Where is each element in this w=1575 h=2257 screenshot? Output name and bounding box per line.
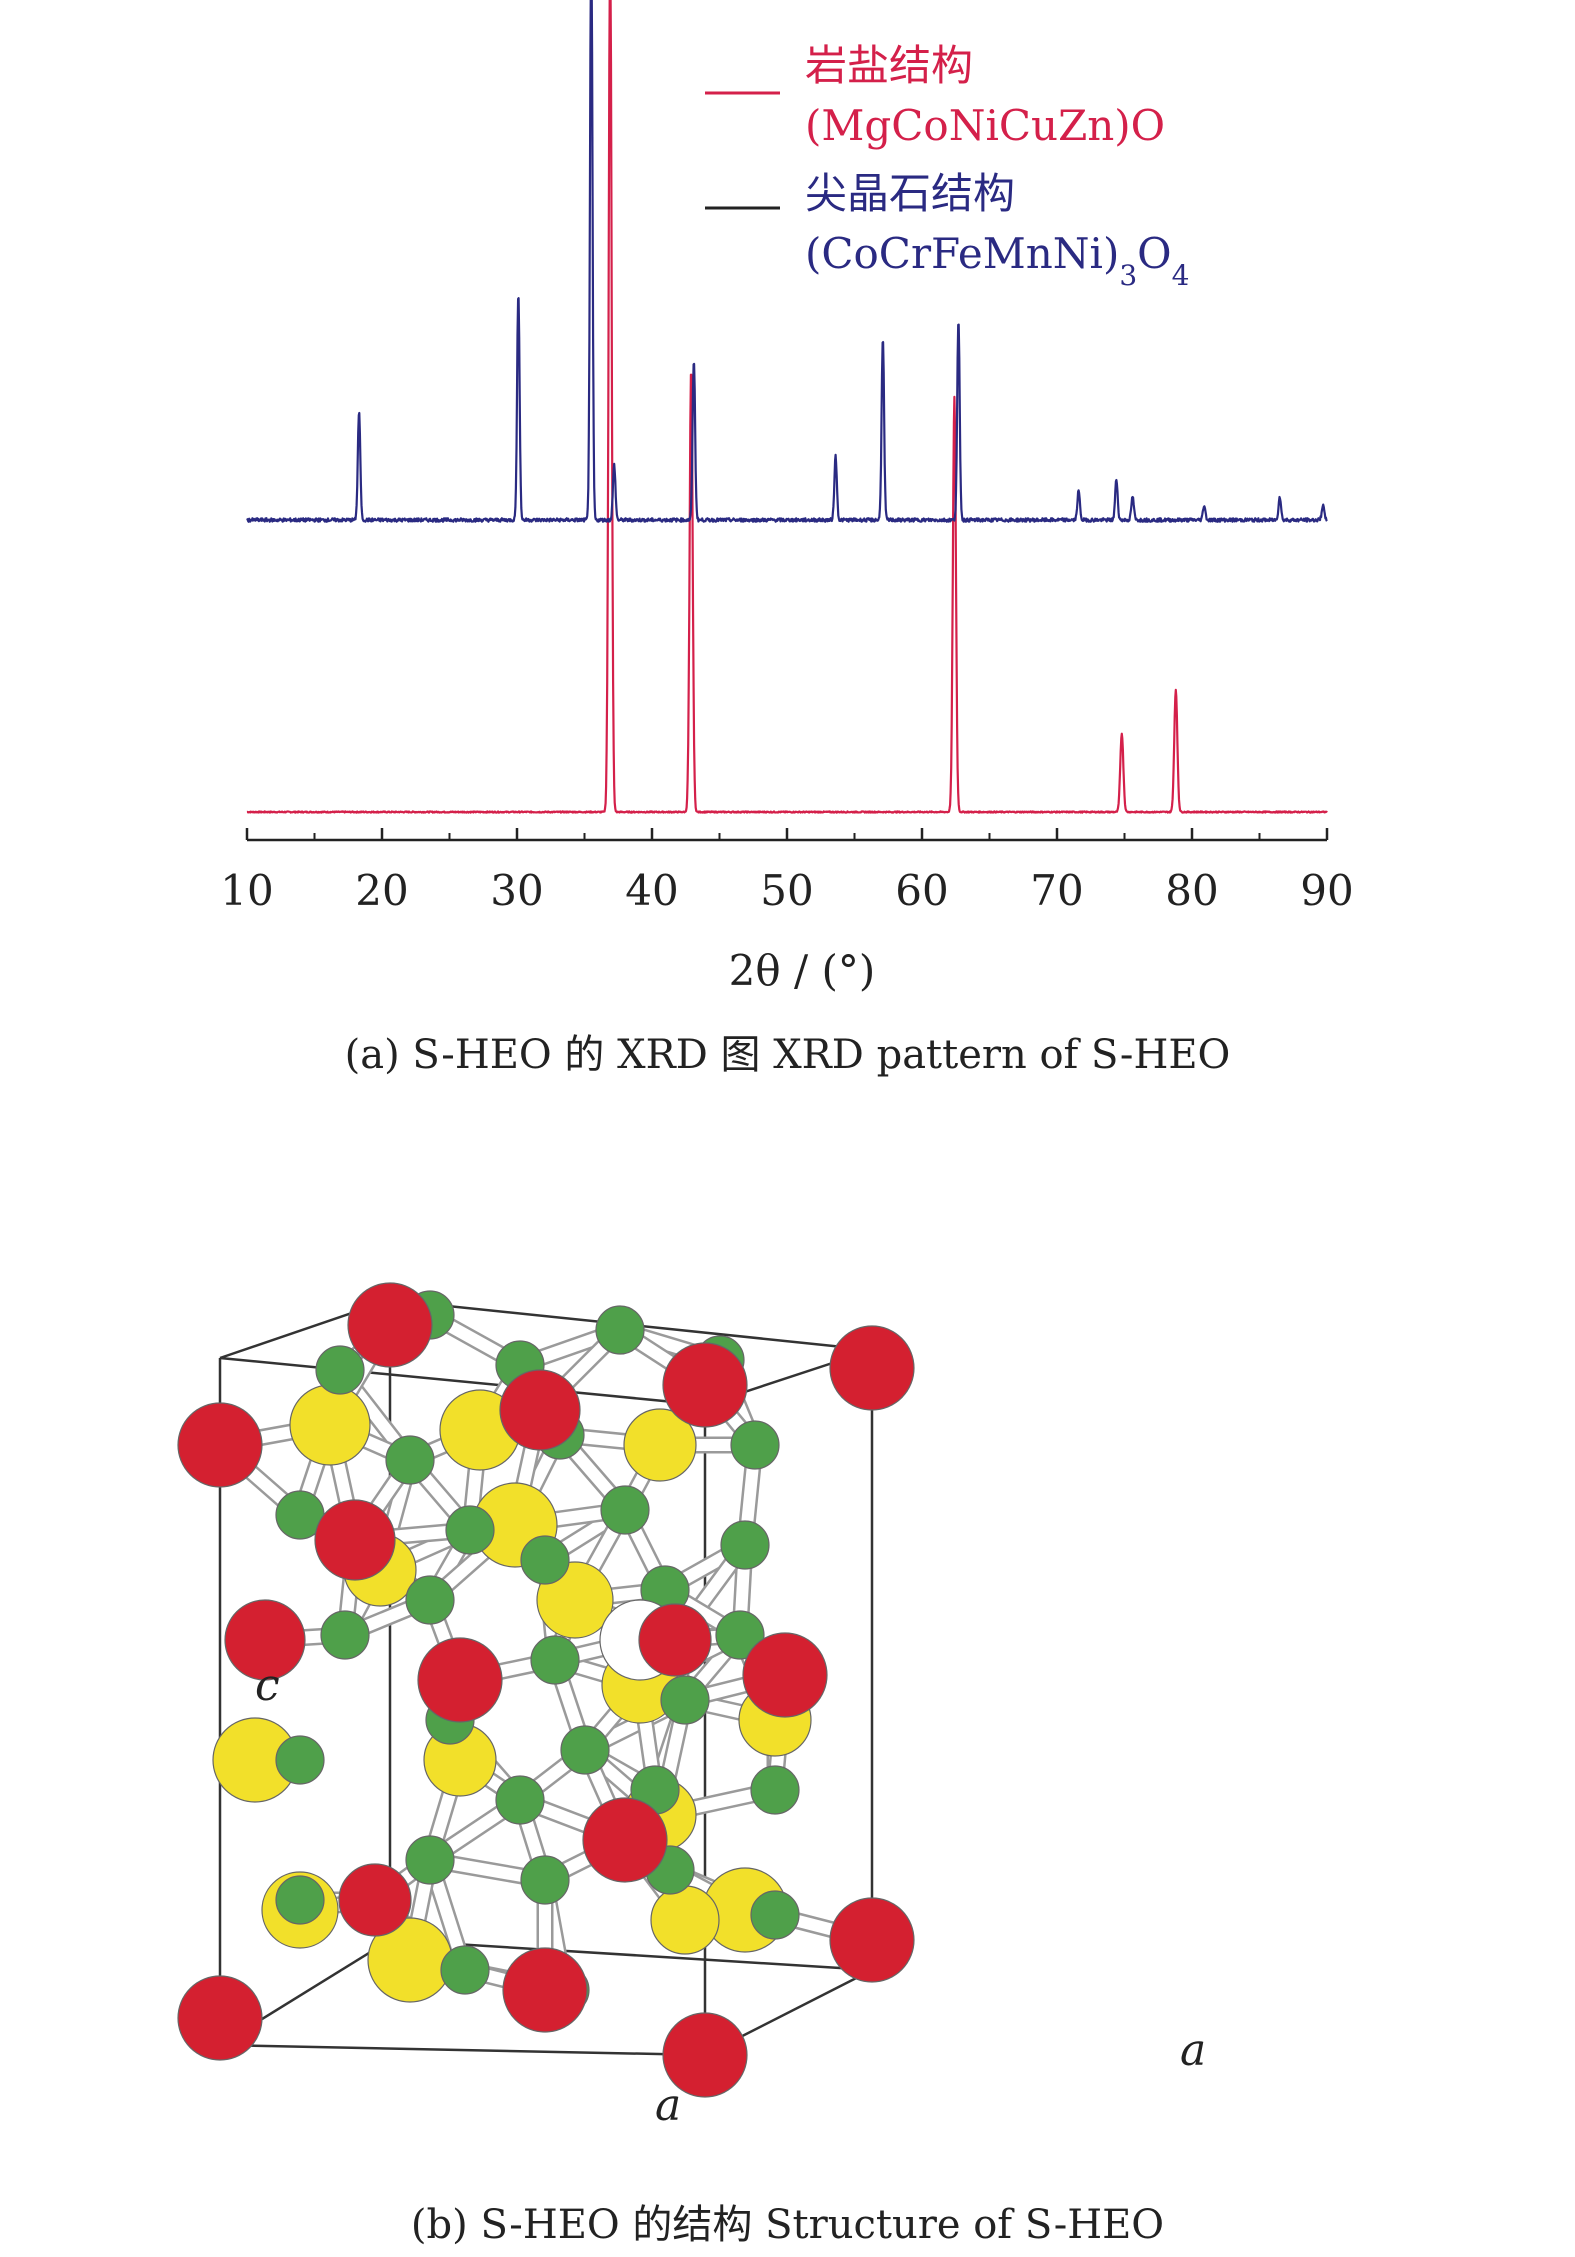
x-axis-label: 2θ / (°) [729, 946, 876, 995]
x-tick-label: 80 [1165, 866, 1218, 915]
atom-oxygen [742, 1632, 828, 1718]
cell-edge [219, 1356, 706, 1407]
atom-octa [275, 1875, 325, 1925]
atom-octa [595, 1305, 645, 1355]
legend-label-spinel: 尖晶石结构 [805, 169, 1015, 218]
lattice-label-a-side: a [1180, 2025, 1206, 2076]
x-tick-label: 90 [1300, 866, 1353, 915]
atom-oxygen [582, 1797, 668, 1883]
series-line-1 [246, 0, 1328, 523]
atom-octa [445, 1505, 495, 1555]
atom-octa [315, 1345, 365, 1395]
legend-formula-spinel: (CoCrFeMnNi)3O4 [805, 229, 1189, 292]
atom-octa [440, 1945, 490, 1995]
legend-formula-rocksalt: (MgCoNiCuZn)O [805, 101, 1165, 150]
atom-oxygen [417, 1637, 503, 1723]
atom-oxygen [829, 1325, 915, 1411]
atom-oxygen [502, 1947, 588, 2033]
atom-tetra [650, 1885, 720, 1955]
x-tick-label: 10 [220, 866, 273, 915]
atom-octa [560, 1725, 610, 1775]
x-axis: 10 20 30 40 50 60 70 80 90 [220, 828, 1354, 915]
atom-oxygen [314, 1499, 396, 1581]
atom-oxygen [638, 1603, 712, 1677]
atom-octa [720, 1520, 770, 1570]
atom-octa [660, 1675, 710, 1725]
atom-oxygen [499, 1369, 581, 1451]
atom-octa [320, 1610, 370, 1660]
legend: 岩盐结构 (MgCoNiCuZn)O 尖晶石结构 (CoCrFeMnNi)3O4 [705, 41, 1189, 292]
x-tick-label: 30 [490, 866, 543, 915]
atom-octa [750, 1890, 800, 1940]
caption-a: (a) S-HEO 的 XRD 图 XRD pattern of S-HEO [344, 1032, 1231, 1078]
atom-tetra [289, 1384, 371, 1466]
atom-oxygen [338, 1863, 412, 1937]
atom-octa [750, 1765, 800, 1815]
cell-edge [389, 1938, 873, 1972]
x-tick-label: 50 [760, 866, 813, 915]
atom-octa [730, 1420, 780, 1470]
cell-edge [219, 2043, 706, 2057]
x-tick-label: 40 [625, 866, 678, 915]
atoms [177, 1282, 915, 2098]
atom-octa [385, 1435, 435, 1485]
x-tick-label: 60 [895, 866, 948, 915]
atom-oxygen [177, 1975, 263, 2061]
atom-octa [405, 1835, 455, 1885]
legend-label-rocksalt: 岩盐结构 [805, 41, 973, 90]
caption-b: (b) S-HEO 的结构 Structure of S-HEO [410, 2202, 1165, 2248]
atom-octa [600, 1485, 650, 1535]
atom-oxygen [347, 1282, 433, 1368]
atom-oxygen [662, 1342, 748, 1428]
atom-octa [405, 1575, 455, 1625]
atom-oxygen [829, 1897, 915, 1983]
lattice-label-a-front: a [655, 2080, 681, 2131]
atom-octa [520, 1535, 570, 1585]
atom-octa [275, 1735, 325, 1785]
plot-area [246, 0, 1328, 814]
xrd-chart: 10 20 30 40 50 60 70 80 90 岩盐结构 (MgCoNiCuZn)O 尖晶… [220, 0, 1354, 995]
crystal-structure: c a a [177, 1282, 1206, 2131]
lattice-label-c: c [255, 1660, 280, 1711]
series-line-0 [246, 0, 1328, 814]
atom-oxygen [662, 2012, 748, 2098]
atom-oxygen [177, 1402, 263, 1488]
x-tick-label: 20 [355, 866, 408, 915]
atom-tetra [623, 1408, 697, 1482]
x-tick-label: 70 [1030, 866, 1083, 915]
atom-octa [530, 1635, 580, 1685]
atom-octa [715, 1610, 765, 1660]
atom-octa [520, 1855, 570, 1905]
atom-octa [495, 1775, 545, 1825]
atom-oxygen [224, 1599, 306, 1681]
